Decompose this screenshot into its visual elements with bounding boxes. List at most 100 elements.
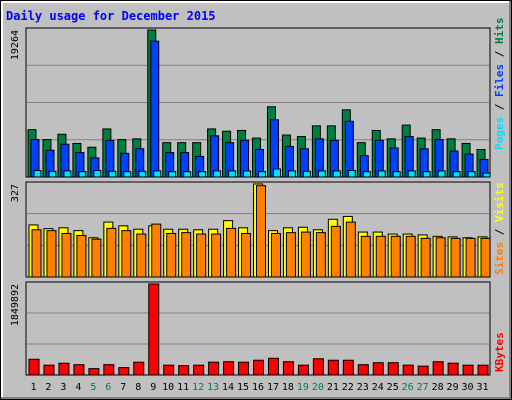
pages-bar: [78, 171, 87, 178]
pages-bar: [362, 171, 371, 178]
sites-bar: [285, 232, 296, 278]
pages-bar: [392, 171, 401, 178]
kbytes-bar: [178, 365, 190, 376]
pages-bar: [302, 170, 311, 178]
sites-bar: [106, 227, 117, 278]
sites-bar: [61, 232, 72, 278]
kbytes-bar: [253, 359, 265, 376]
kbytes-bar: [58, 362, 70, 376]
x-tick-label: 18: [282, 382, 294, 393]
kbytes-bar: [357, 364, 369, 376]
legend-sites-visits-part-0: Sites: [493, 242, 506, 275]
sites-bar: [181, 232, 192, 278]
sites-bar: [405, 235, 416, 278]
pages-bar: [347, 170, 356, 178]
sites-bar: [196, 233, 207, 278]
kbytes-bar: [238, 361, 250, 376]
legend-pages-files-hits-part-2: Files: [493, 64, 506, 97]
kbytes-bar: [312, 358, 324, 376]
kbytes-bar: [342, 359, 354, 376]
kbytes-bar: [267, 357, 279, 376]
x-tick-label: 5: [90, 382, 96, 393]
sites-bar: [450, 237, 461, 278]
kbytes-bar: [462, 364, 474, 376]
kbytes-bar: [477, 364, 489, 376]
x-tick-label: 27: [417, 382, 429, 393]
kbytes-bar: [133, 361, 145, 376]
panel-3-plot-area: [25, 281, 491, 376]
pages-bar: [482, 172, 491, 178]
pages-bar: [63, 170, 72, 178]
sites-bar: [136, 233, 147, 278]
files-bar: [150, 40, 160, 178]
kbytes-bar: [447, 362, 459, 376]
legend-pages-files-hits-part-4: Hits: [493, 18, 506, 45]
kbytes-bar: [297, 364, 309, 376]
panel-2-ymax-label: 327: [10, 184, 21, 202]
x-tick-label: 25: [387, 382, 399, 393]
legend-pages-files-hits-part-3: /: [493, 44, 506, 64]
sites-bar: [465, 237, 476, 278]
pages-bar: [407, 170, 416, 178]
legend-pages-files-hits-part-0: Pages: [493, 117, 506, 150]
sites-bar: [270, 232, 281, 278]
x-tick-label: 1: [30, 382, 36, 393]
sites-bar: [330, 225, 341, 278]
x-tick-label: 30: [462, 382, 474, 393]
x-tick-label: 15: [237, 382, 249, 393]
legend-sites-visits: Sites / Visits: [493, 182, 506, 275]
sites-bar: [76, 234, 87, 278]
pages-bar: [138, 170, 147, 178]
pages-bar: [467, 171, 476, 178]
x-tick-label: 21: [327, 382, 339, 393]
legend-kbytes-part-0: KBytes: [493, 332, 506, 372]
panel-3-ymax-label: 1849892: [10, 284, 21, 326]
legend-pages-files-hits-part-1: /: [493, 97, 506, 117]
sites-bar: [315, 232, 326, 278]
sites-bar: [420, 237, 431, 278]
sites-bar: [345, 221, 356, 278]
kbytes-bar: [432, 361, 444, 376]
kbytes-bar: [163, 364, 175, 376]
sites-bar: [300, 231, 311, 278]
sites-bar: [375, 235, 386, 278]
pages-bar: [213, 170, 222, 178]
kbytes-bar: [28, 358, 40, 376]
x-tick-label: 6: [105, 382, 111, 393]
x-tick-label: 20: [312, 382, 324, 393]
chart-title: Daily usage for December 2015: [6, 9, 216, 23]
x-tick-label: 14: [222, 382, 234, 393]
x-tick-label: 10: [162, 382, 174, 393]
sites-bar: [390, 235, 401, 278]
x-tick-label: 22: [342, 382, 354, 393]
pages-bar: [437, 170, 446, 178]
pages-bar: [332, 170, 341, 178]
kbytes-bar: [118, 367, 130, 376]
kbytes-bar: [327, 359, 339, 376]
sites-bar: [226, 227, 237, 278]
x-tick-label: 23: [357, 382, 369, 393]
kbytes-bar: [402, 364, 414, 376]
pages-bar: [287, 170, 296, 178]
sites-bar: [166, 232, 177, 278]
x-tick-label: 2: [45, 382, 51, 393]
sites-bar: [241, 232, 252, 278]
files-bar: [269, 119, 279, 178]
sites-bar: [360, 235, 371, 278]
kbytes-bar: [208, 361, 220, 376]
x-tick-label: 12: [192, 382, 204, 393]
x-tick-label: 3: [60, 382, 66, 393]
kbytes-bar: [417, 365, 429, 376]
kbytes-bar: [88, 368, 100, 376]
kbytes-bar: [103, 364, 115, 376]
pages-bar: [48, 170, 57, 178]
kbytes-bar: [282, 361, 294, 376]
sites-bar: [211, 233, 222, 278]
x-tick-label: 11: [177, 382, 189, 393]
x-tick-label: 19: [297, 382, 309, 393]
kbytes-bar: [73, 364, 85, 376]
pages-bar: [108, 170, 117, 178]
legend-sites-visits-part-2: Visits: [493, 182, 506, 222]
legend-kbytes: KBytes: [493, 332, 506, 372]
